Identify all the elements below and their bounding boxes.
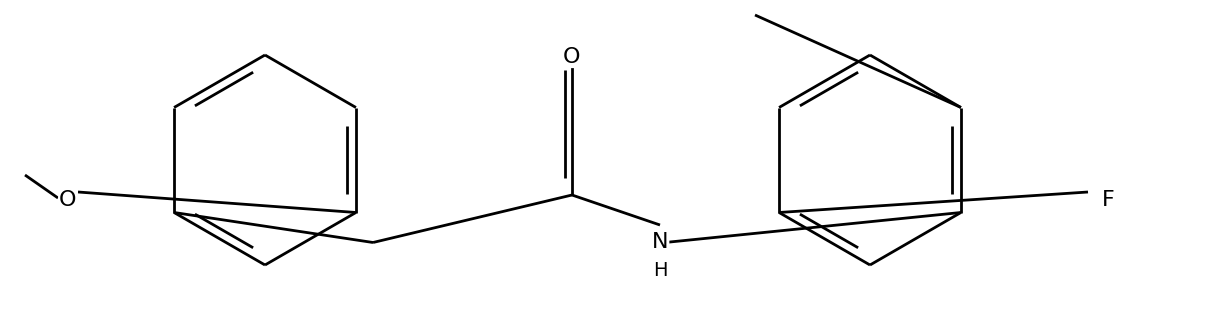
Text: O: O bbox=[59, 190, 77, 210]
Text: N: N bbox=[651, 232, 668, 252]
Text: F: F bbox=[1101, 190, 1114, 210]
Text: O: O bbox=[563, 47, 580, 67]
Text: H: H bbox=[653, 260, 667, 279]
